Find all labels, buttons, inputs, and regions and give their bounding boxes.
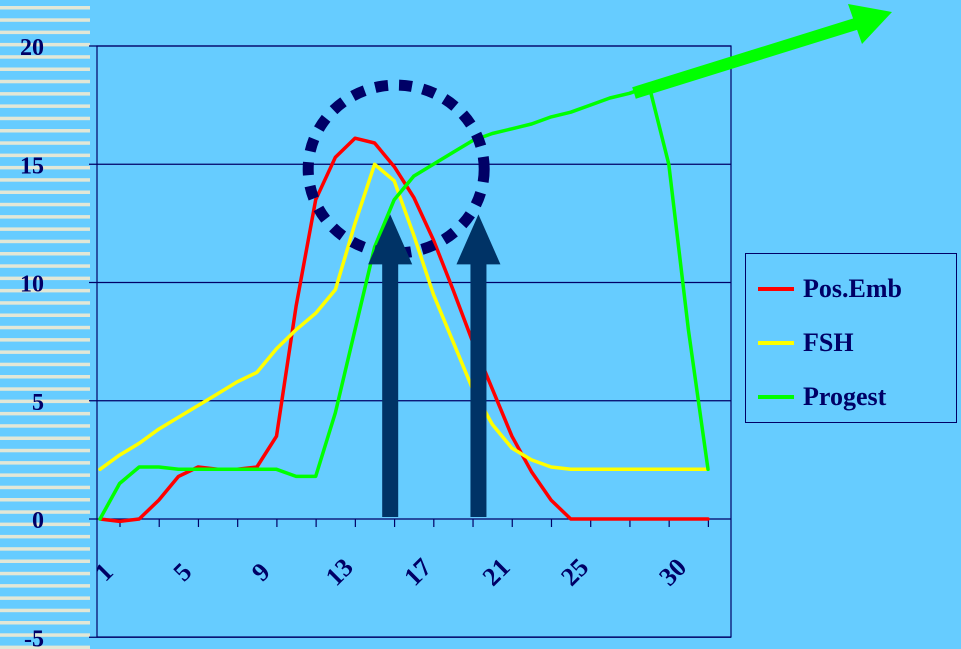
decorative-stripe bbox=[0, 288, 90, 293]
decorative-stripe bbox=[0, 571, 90, 576]
decorative-stripe bbox=[0, 534, 90, 539]
decorative-stripe bbox=[0, 79, 90, 84]
trend-arrow-head bbox=[848, 4, 892, 44]
decorative-stripe bbox=[0, 239, 90, 244]
decorative-stripe bbox=[0, 129, 90, 133]
decorative-stripe bbox=[0, 596, 90, 600]
decorative-stripe bbox=[0, 325, 90, 330]
legend-label-progest: Progest bbox=[803, 382, 887, 411]
decorative-stripe bbox=[0, 264, 90, 268]
decorative-stripe bbox=[0, 645, 90, 649]
legend: Pos.Emb FSH Progest bbox=[745, 253, 957, 423]
up-arrow-annotation bbox=[456, 214, 501, 517]
y-tick-label: 20 bbox=[20, 35, 44, 61]
plot-frame bbox=[96, 45, 732, 638]
y-tick-label: -5 bbox=[24, 626, 44, 649]
decorative-stripe bbox=[0, 116, 90, 121]
decorative-stripe bbox=[0, 448, 90, 453]
y-tick-label: 10 bbox=[20, 272, 44, 298]
y-tick-label: 15 bbox=[20, 153, 44, 179]
legend-swatch-progest bbox=[758, 395, 794, 399]
decorative-stripe bbox=[0, 18, 90, 22]
decorative-stripe bbox=[0, 55, 90, 59]
legend-label-pos-emb: Pos.Emb bbox=[803, 274, 902, 303]
decorative-stripe bbox=[0, 92, 90, 96]
decorative-stripe bbox=[0, 215, 90, 219]
decorative-stripe bbox=[0, 547, 90, 551]
decorative-stripe bbox=[0, 190, 90, 194]
legend-swatch-pos-emb bbox=[758, 287, 794, 291]
decorative-stripe bbox=[0, 141, 90, 145]
decorative-stripe bbox=[0, 608, 90, 613]
legend-item-fsh: FSH bbox=[758, 328, 854, 358]
decorative-stripe bbox=[0, 633, 90, 637]
decorative-stripe bbox=[0, 411, 90, 416]
series-line-progest bbox=[98, 84, 710, 521]
trend-arrow-shaft bbox=[632, 16, 864, 99]
decorative-stripe bbox=[0, 485, 90, 490]
legend-item-progest: Progest bbox=[758, 382, 886, 412]
y-tick-label: 5 bbox=[32, 390, 44, 416]
decorative-stripe bbox=[0, 67, 90, 71]
decorative-stripe bbox=[0, 473, 90, 477]
decorative-stripe bbox=[0, 6, 90, 10]
decorative-stripe bbox=[0, 399, 90, 404]
decorative-stripe bbox=[0, 559, 90, 563]
decorative-stripe bbox=[0, 522, 90, 527]
decorative-stripe bbox=[0, 436, 90, 440]
decorative-stripe bbox=[0, 461, 90, 465]
decorative-stripe bbox=[0, 178, 90, 182]
decorative-stripe bbox=[0, 313, 90, 317]
series-line-pos-emb bbox=[98, 136, 710, 524]
decorative-stripe bbox=[0, 621, 90, 625]
decorative-stripe bbox=[0, 510, 90, 514]
decorative-stripe bbox=[0, 301, 90, 305]
decorative-stripe bbox=[0, 584, 90, 588]
decorative-stripe bbox=[0, 227, 90, 231]
decorative-stripe bbox=[0, 338, 90, 342]
decorative-stripe bbox=[0, 252, 90, 256]
decorative-stripe bbox=[0, 276, 90, 281]
decorative-stripe bbox=[0, 153, 90, 158]
legend-label-fsh: FSH bbox=[803, 328, 854, 357]
decorative-stripe bbox=[0, 165, 90, 170]
decorative-stripe bbox=[0, 42, 90, 47]
decorative-stripe bbox=[0, 498, 90, 502]
y-tick-label: 0 bbox=[32, 508, 44, 534]
series-line-fsh bbox=[98, 162, 710, 472]
up-arrow-annotation bbox=[368, 214, 413, 517]
decorative-stripe bbox=[0, 387, 90, 391]
decorative-stripe bbox=[0, 104, 90, 108]
legend-item-pos-emb: Pos.Emb bbox=[758, 274, 902, 304]
decorative-stripe bbox=[0, 362, 90, 367]
decorative-stripe bbox=[0, 202, 90, 207]
decorative-stripe bbox=[0, 350, 90, 354]
decorative-stripe bbox=[0, 424, 90, 428]
decorative-stripe bbox=[0, 30, 90, 35]
decorative-stripe bbox=[0, 375, 90, 379]
legend-swatch-fsh bbox=[758, 341, 794, 345]
dotted-circle-annotation bbox=[302, 79, 490, 259]
